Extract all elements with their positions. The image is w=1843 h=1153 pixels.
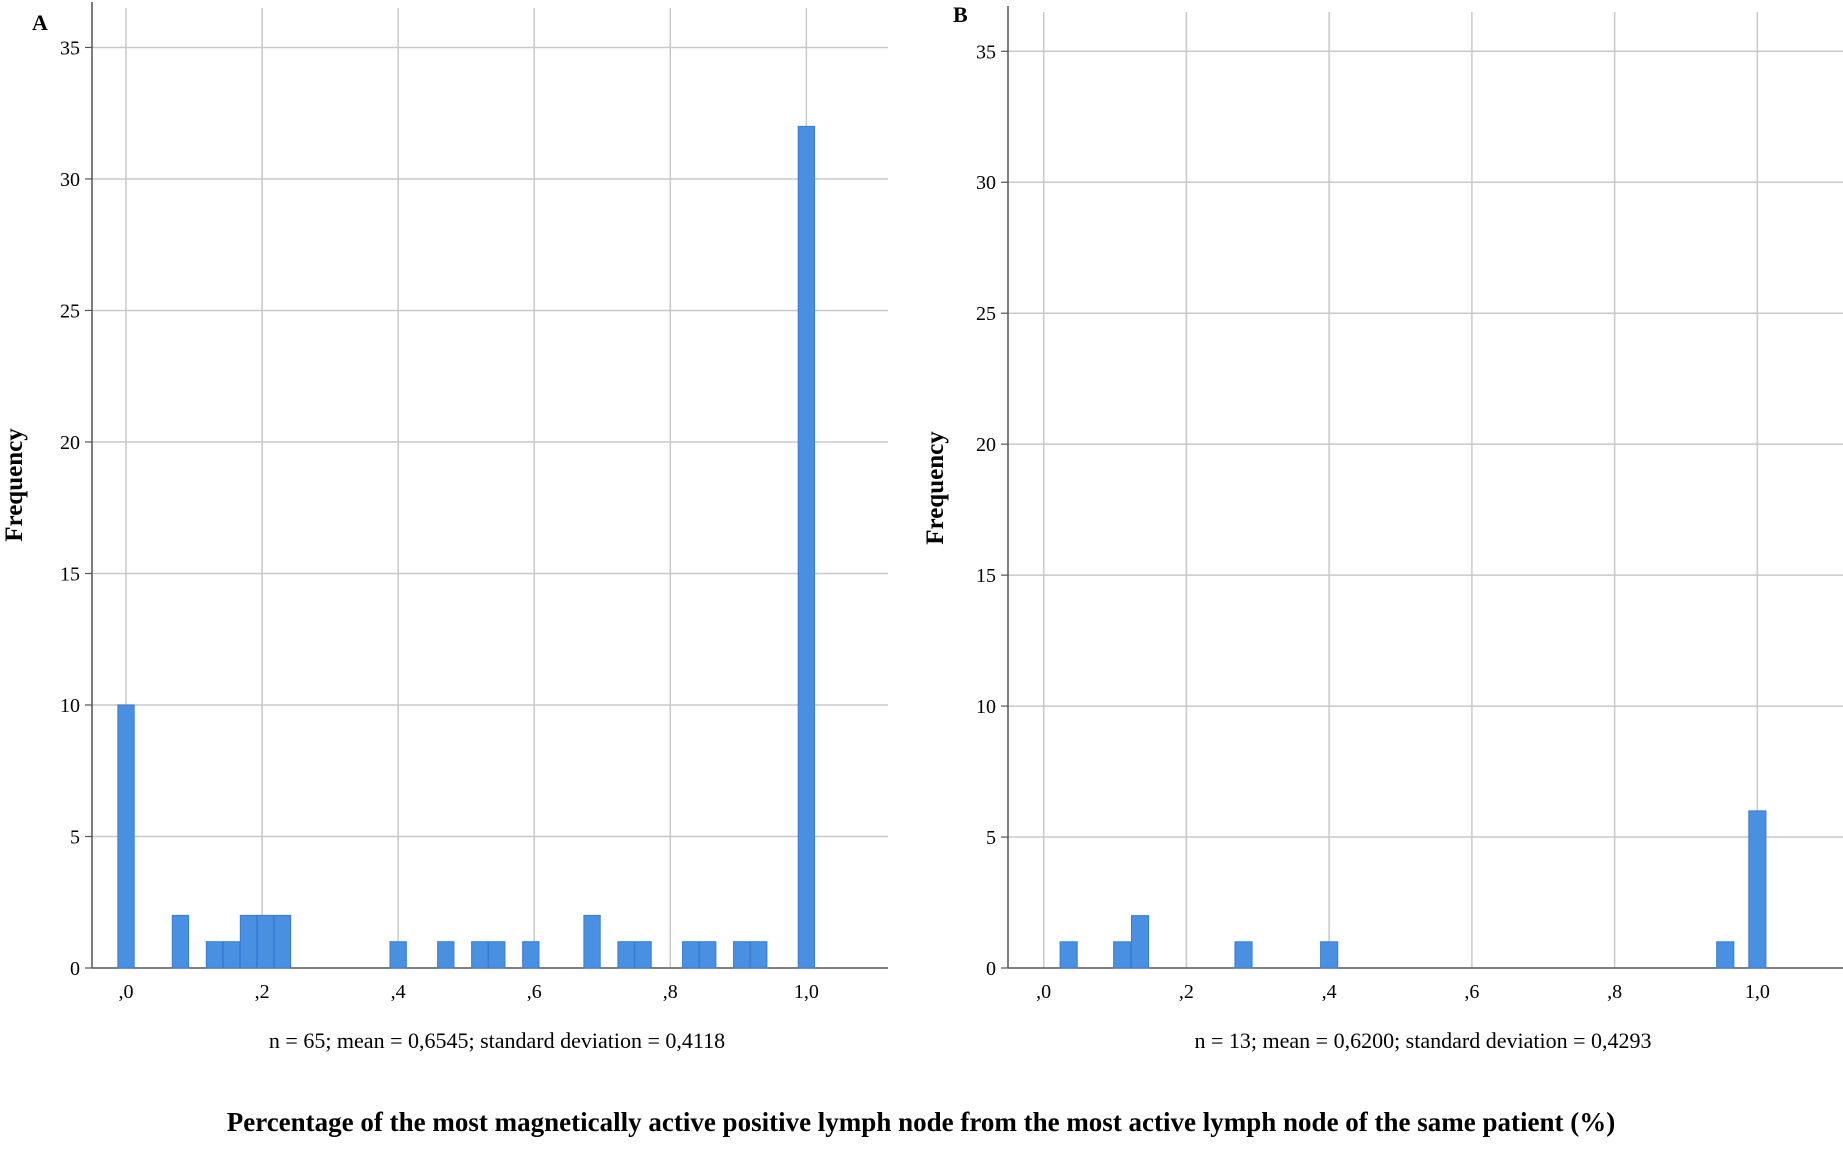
histogram-bar	[634, 941, 652, 969]
x-tick-label: ,2	[255, 981, 270, 1003]
x-tick-label: ,4	[1322, 981, 1337, 1003]
histogram-bar	[797, 125, 816, 969]
y-tick-label: 20	[60, 432, 80, 454]
y-tick-label: 5	[70, 826, 80, 848]
y-tick-label: 0	[986, 958, 996, 980]
panel-label-a: A	[32, 10, 48, 35]
y-tick-label: 0	[70, 958, 80, 980]
histogram-bar	[273, 914, 292, 969]
histogram-bar	[205, 941, 224, 969]
x-tick-label: ,6	[527, 981, 542, 1003]
y-tick-label: 10	[976, 696, 996, 718]
x-tick-label: ,6	[1464, 981, 1479, 1003]
stats-label-b: n = 13; mean = 0,6200; standard deviatio…	[1195, 1028, 1652, 1053]
y-tick-label: 15	[60, 563, 80, 585]
x-tick-label: ,8	[1607, 981, 1622, 1003]
histogram-bar	[222, 941, 241, 969]
y-tick-label: 15	[976, 565, 996, 587]
histogram-bar	[171, 914, 190, 969]
histogram-bar	[256, 914, 275, 969]
y-tick-label: 25	[976, 303, 996, 325]
x-tick-label: 1,0	[794, 981, 819, 1003]
histogram-bar	[1748, 810, 1767, 969]
histogram-bar	[1716, 941, 1735, 969]
y-axis-title-a: Frequency	[1, 428, 28, 542]
stats-label-a: n = 65; mean = 0,6545; standard deviatio…	[269, 1028, 725, 1053]
histogram-bar	[1059, 941, 1078, 969]
y-tick-label: 20	[976, 434, 996, 456]
y-tick-label: 35	[60, 37, 80, 59]
histogram-bar	[117, 704, 135, 969]
x-tick-label: ,8	[663, 981, 678, 1003]
y-tick-label: 35	[976, 41, 996, 63]
histogram-bar	[488, 941, 506, 969]
histogram-bar	[471, 941, 489, 969]
panel-label-b: B	[953, 2, 968, 27]
histogram-bar	[1234, 941, 1253, 969]
x-tick-label: ,2	[1179, 981, 1194, 1003]
x-tick-label: ,0	[1036, 981, 1051, 1003]
histogram-bar	[389, 941, 407, 969]
histogram-panel-b: B Frequency n = 13; mean = 0,6200; stand…	[922, 2, 1843, 1053]
y-tick-label: 25	[60, 300, 80, 322]
x-tick-label: ,4	[391, 981, 406, 1003]
histogram-bar	[522, 941, 540, 969]
y-tick-label: 10	[60, 695, 80, 717]
y-axis-title-b: Frequency	[922, 431, 949, 545]
histogram-bar	[583, 914, 601, 969]
histogram-bar	[1130, 915, 1150, 969]
histogram-bar	[733, 941, 751, 969]
histogram-bar	[699, 941, 717, 969]
histogram-panel-a: A Frequency n = 65; mean = 0,6545; stand…	[1, 2, 888, 1053]
histogram-bar	[682, 941, 700, 969]
histogram-bar	[239, 914, 258, 969]
figure-caption: Percentage of the most magnetically acti…	[227, 1107, 1616, 1137]
y-tick-label: 5	[986, 827, 996, 849]
histogram-bar	[750, 941, 768, 969]
x-tick-label: 1,0	[1745, 981, 1770, 1003]
x-tick-label: ,0	[119, 981, 134, 1003]
y-tick-label: 30	[976, 172, 996, 194]
histogram-bar	[1113, 941, 1132, 969]
histogram-bar	[1320, 941, 1339, 969]
y-tick-label: 30	[60, 169, 80, 191]
histogram-bar	[617, 941, 635, 969]
histogram-bar	[437, 941, 455, 969]
